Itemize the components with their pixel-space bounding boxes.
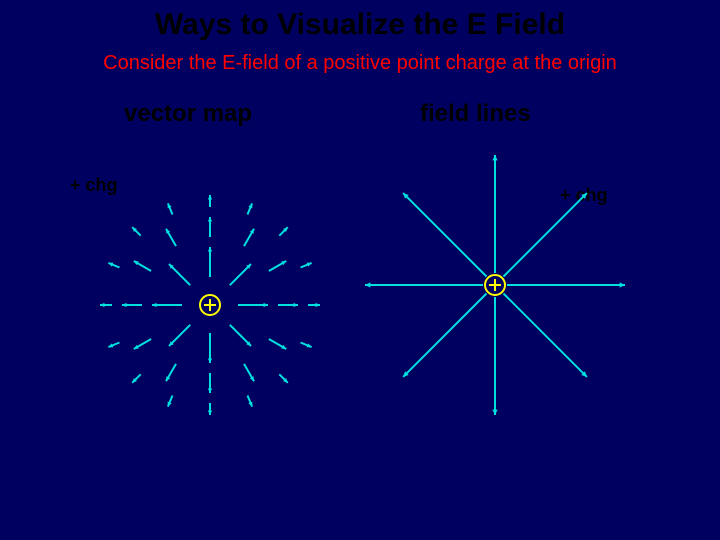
charge-icon xyxy=(485,275,505,295)
vector-map-diagram xyxy=(100,195,320,415)
field-lines-diagram xyxy=(365,155,625,415)
slide: Ways to Visualize the E Field Consider t… xyxy=(0,0,720,540)
charge-icon xyxy=(200,295,220,315)
diagram-svg xyxy=(0,0,720,540)
